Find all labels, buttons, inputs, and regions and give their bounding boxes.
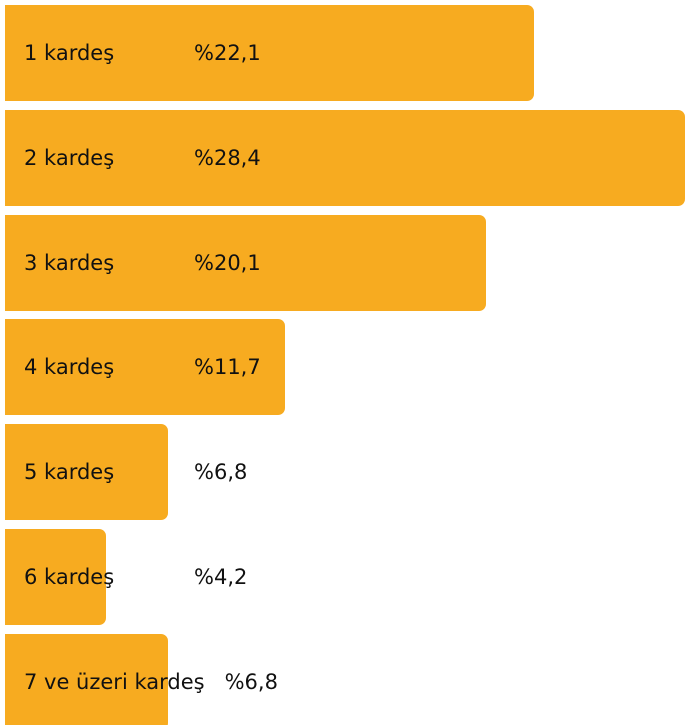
bar [5, 214, 487, 311]
value-label: %22,1 [194, 41, 261, 65]
bar [5, 319, 286, 416]
value-label: %28,4 [194, 145, 261, 170]
bar [5, 424, 168, 521]
bar-label: 1 kardeş %22,1 [24, 5, 261, 101]
bar-label: 3 kardeş %20,1 [24, 215, 261, 311]
value-label: %6,8 [224, 669, 278, 694]
bar-row: 3 kardeş %20,1 [0, 214, 685, 311]
bar [5, 633, 168, 725]
bar-label: 6 kardeş %4,2 [24, 529, 247, 625]
bar-label: 5 kardeş %6,8 [24, 424, 247, 520]
category-label: 1 kardeş [24, 41, 115, 65]
category-label: 2 kardeş [24, 145, 115, 170]
bar-label: 7 ve üzeri kardeş %6,8 [24, 634, 278, 725]
bar-row: 5 kardeş %6,8 [0, 424, 685, 521]
category-label: 6 kardeş [24, 565, 115, 589]
category-label: 5 kardeş [24, 460, 115, 485]
bar-row: 2 kardeş %28,4 [0, 109, 685, 206]
bar [5, 529, 106, 625]
bar-row: 7 ve üzeri kardeş %6,8 [0, 633, 685, 725]
bar-label: 4 kardeş %11,7 [24, 319, 261, 415]
value-label: %6,8 [194, 460, 248, 485]
bar-row: 1 kardeş %22,1 [0, 5, 685, 101]
value-label: %11,7 [194, 355, 261, 380]
value-label: %20,1 [194, 250, 261, 275]
bar [5, 5, 535, 101]
category-label: 7 ve üzeri kardeş [24, 669, 205, 694]
bar-row: 4 kardeş %11,7 [0, 319, 685, 416]
bar-label: 2 kardeş %28,4 [24, 110, 261, 206]
value-label: %4,2 [194, 565, 248, 589]
category-label: 4 kardeş [24, 355, 115, 380]
category-label: 3 kardeş [24, 250, 115, 275]
bar-row: 6 kardeş %4,2 [0, 529, 685, 625]
bar [5, 109, 685, 206]
